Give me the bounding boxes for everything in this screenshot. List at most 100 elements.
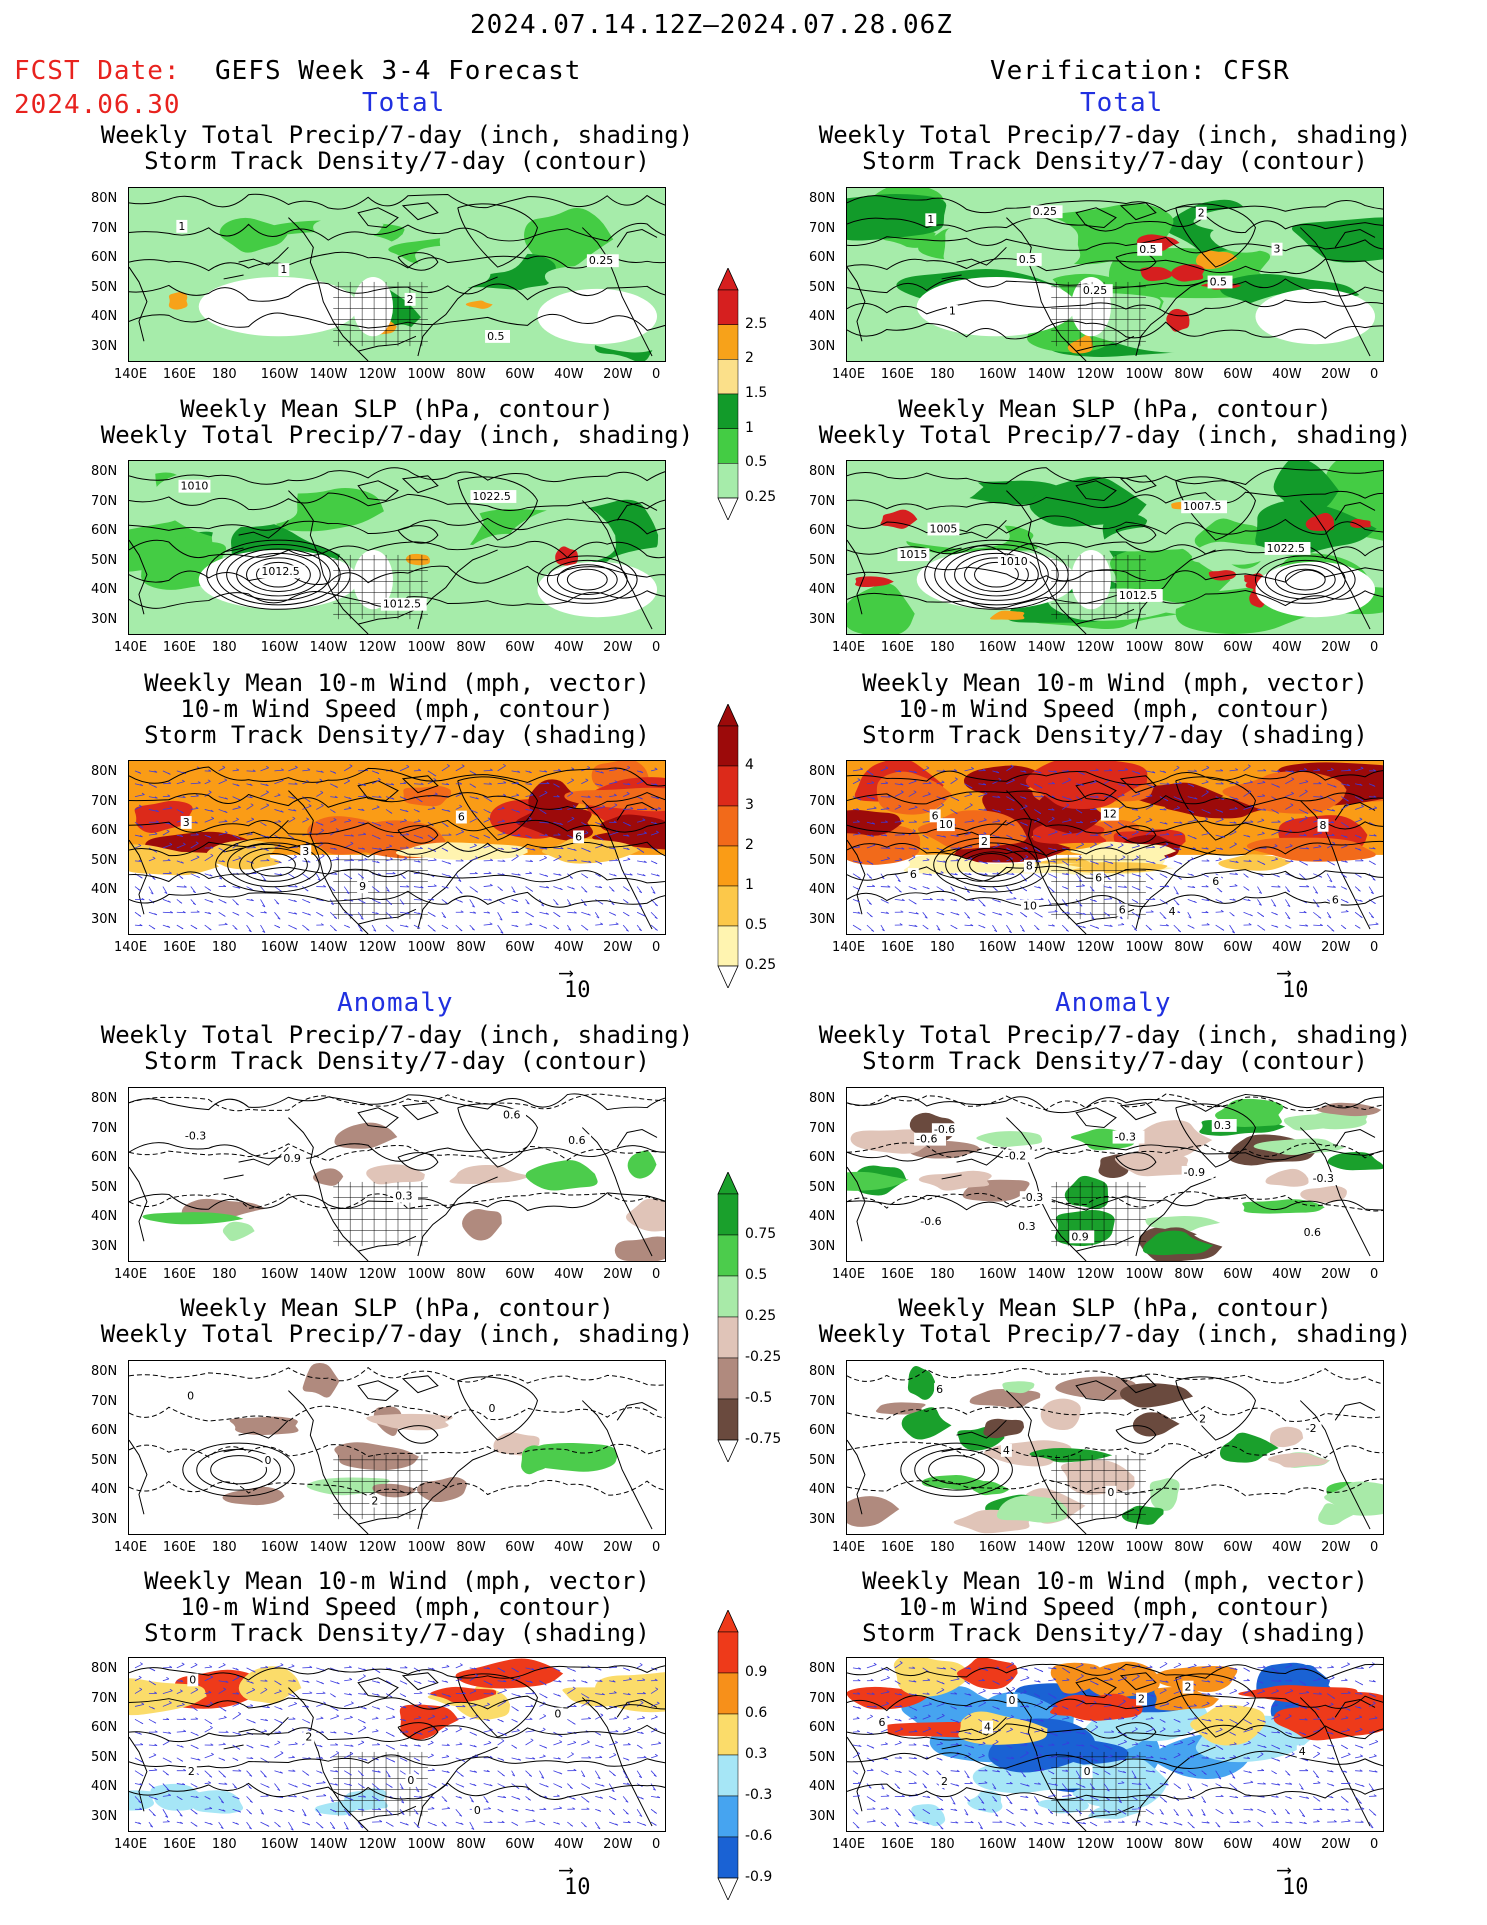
lon-tick-label: 160E [880, 1540, 914, 1555]
contour-label-bg [501, 1108, 526, 1122]
lon-tick-label: 100W [407, 1540, 446, 1555]
anomaly-shading [918, 1170, 992, 1191]
vector-ref-arrow: ⟶ [560, 960, 573, 984]
isolines [847, 195, 1383, 340]
precip-shading [847, 583, 915, 634]
lat-tick-label: 80N [91, 1364, 118, 1379]
colorbar-label: 0.25 [745, 1308, 777, 1324]
wind-vectors [852, 764, 1379, 934]
lon-tick-label: 140W [1027, 367, 1066, 382]
vector-ref-label: 10 [564, 1875, 591, 1900]
dry-area [1255, 288, 1376, 345]
lat-tick-label: 30N [91, 338, 118, 354]
lon-tick-label: 0 [1370, 1837, 1379, 1852]
lon-tick-label: 80W [1174, 1267, 1204, 1282]
contour-lines [1254, 555, 1356, 604]
coastlines [129, 202, 658, 361]
lon-tick-label: 160E [880, 940, 914, 955]
lon-tick-label: 100W [407, 367, 446, 382]
lat-tick-label: 80N [809, 191, 836, 206]
colorbar-label: 4 [745, 757, 754, 773]
lon-tick-label: 40W [554, 1267, 584, 1282]
contour-label-bg [1080, 284, 1113, 298]
lon-tick-label: 180 [211, 1540, 237, 1555]
panel-title-line: Weekly Total Precip/7-day (inch, shading… [818, 421, 1412, 449]
lat-tick-label: 60N [91, 1720, 118, 1735]
lon-tick-label: 20W [603, 940, 633, 955]
contour-label: 0.9 [1071, 1230, 1088, 1243]
anomaly-shading [969, 1388, 1041, 1409]
map-panel-l: 6 4 0 2 4 2 0 2 [846, 1657, 1384, 1832]
lon-tick-label: 120W [358, 1540, 397, 1555]
precip-shading [943, 216, 1081, 275]
storm-anom-shading [1298, 1691, 1383, 1737]
contour-label: 6 [1212, 875, 1219, 888]
contour-label-bg [281, 1151, 307, 1165]
anomaly-shading [449, 1164, 532, 1184]
lat-tick-label: 30N [91, 1511, 118, 1527]
contour-label: 2 [371, 1495, 378, 1508]
contour-label-bg [1137, 242, 1163, 256]
lon-tick-label: 180 [211, 1267, 237, 1282]
lat-tick-label: 80N [91, 1661, 118, 1676]
lon-tick-label: 0 [652, 940, 661, 955]
anomaly-shading [1060, 1460, 1135, 1495]
lon-tick-label: 160E [162, 640, 196, 655]
panel-title-line: Weekly Total Precip/7-day (inch, shading… [100, 1320, 694, 1348]
contour-label: 1012.5 [1119, 589, 1157, 602]
lon-tick-label: 20W [603, 1540, 633, 1555]
dry-area [1255, 561, 1376, 618]
contour-label: 6 [936, 1383, 943, 1396]
lon-tick-label: 20W [1321, 640, 1351, 655]
anomaly-shading [462, 1208, 502, 1241]
lat-tick-label: 50N [91, 1749, 118, 1765]
contour-label-bg [178, 479, 211, 493]
contour-label-bg [1197, 1412, 1209, 1426]
precip-shading [989, 610, 1025, 620]
contour-label: 0.6 [1304, 1226, 1321, 1239]
contour-label: 6 [458, 811, 465, 824]
lat-tick-label: 40N [809, 582, 836, 597]
lon-tick-label: 20W [1321, 1540, 1351, 1555]
precip-shading [847, 476, 953, 528]
panel-title-line: Storm Track Density/7-day (contour) [144, 1047, 650, 1075]
isolines [847, 1368, 1383, 1497]
lon-tick-label: 180 [929, 1540, 955, 1555]
contour-label: -2 [1306, 1422, 1317, 1435]
contour-label: 2 [1198, 207, 1205, 220]
vector-ref-arrow: ⟶ [560, 1857, 573, 1881]
lon-tick-label: 100W [1125, 940, 1164, 955]
dry-area [1071, 549, 1112, 610]
contour-label-bg [1000, 1443, 1012, 1457]
panel-title-line: 10-m Wind Speed (mph, contour) [180, 1593, 614, 1621]
storm-anom-shading [344, 1788, 388, 1811]
lon-tick-label: 140W [1027, 640, 1066, 655]
anomaly-shading [1324, 1481, 1383, 1516]
panel-title-line: Storm Track Density/7-day (contour) [144, 147, 650, 175]
contour-label: 0 [1107, 1486, 1114, 1499]
lat-tick-label: 40N [91, 1779, 118, 1794]
colorbar-label: 0.5 [745, 454, 768, 471]
contour-label-bg [1112, 1130, 1145, 1144]
contour-label: 0.3 [395, 1190, 412, 1203]
contour-label-bg [1210, 875, 1222, 888]
storm-anom-shading [456, 1684, 511, 1721]
section-anomaly-right: Anomaly [1055, 988, 1172, 1018]
vector-ref-label: 10 [1282, 1875, 1309, 1900]
contour-label: 6 [1332, 894, 1339, 907]
contour-label: 0 [554, 1707, 561, 1720]
lon-tick-label: 20W [1321, 940, 1351, 955]
contour-label: 0 [407, 1774, 414, 1787]
contour-label-bg [997, 555, 1030, 569]
precip-shading [510, 506, 617, 564]
colorbar-label: 1 [745, 419, 754, 436]
contour-label: 4 [1003, 1444, 1010, 1457]
contour-label: -0.3 [185, 1130, 206, 1143]
lon-tick-label: 160W [260, 367, 299, 382]
lon-tick-label: 60W [505, 1540, 535, 1555]
contour-label: 0 [1084, 1765, 1091, 1778]
anomaly-shading [1318, 1503, 1354, 1526]
panel-title-line: Weekly Total Precip/7-day (inch, shading… [818, 121, 1412, 149]
anomaly-shading [847, 1171, 909, 1191]
contour-label-bg [1116, 589, 1163, 602]
